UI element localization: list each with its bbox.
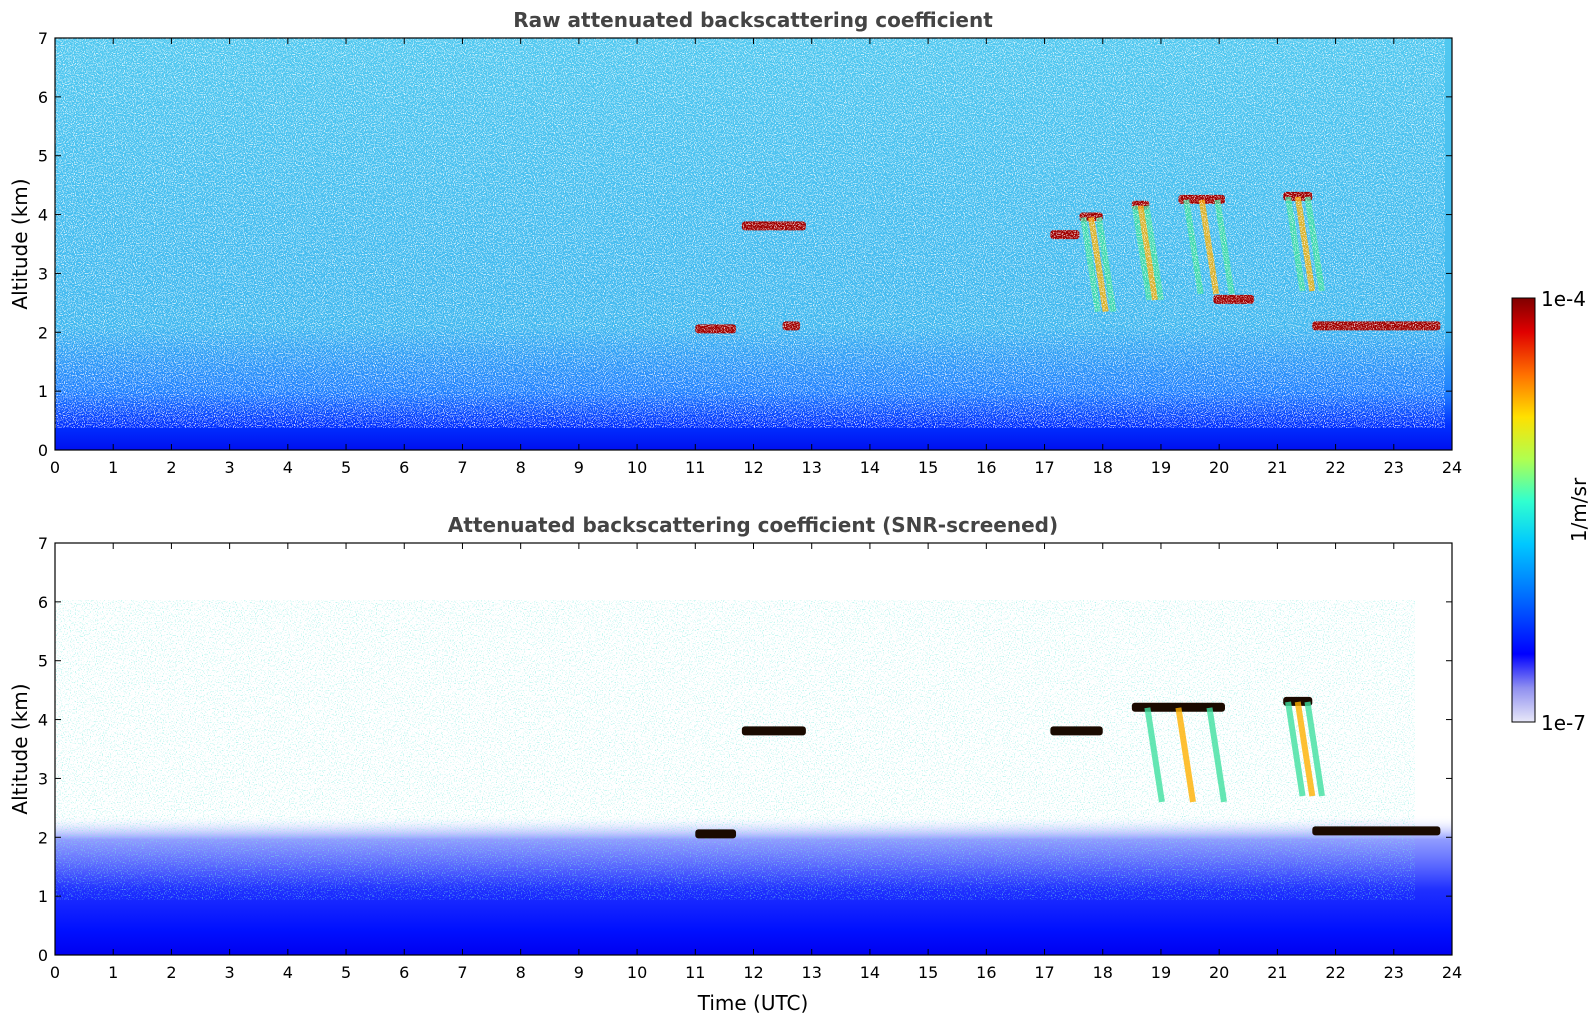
- y-tick-label: 5: [38, 652, 48, 671]
- chart-title-screened: Attenuated backscattering coefficient (S…: [448, 513, 1058, 537]
- x-tick-label: 12: [743, 458, 763, 477]
- axes-raw: 0 1 2 3 4 5 6 7 8 9 10 11 12 13 14 15 16 17 18 19 20 21 22 23 24…: [38, 29, 1462, 477]
- screened-backscatter-panel: 0 1 2 3 4 5 6 7 8 9 10 11 12 13 14 15 16 17 18 19 20 21 22 23 24…: [8, 513, 1462, 1015]
- x-tick-label: 5: [341, 963, 351, 982]
- fall-streak: [1175, 707, 1196, 803]
- x-tick-label: 10: [627, 458, 647, 477]
- x-tick-label: 15: [918, 963, 938, 982]
- axes-screened: 0 1 2 3 4 5 6 7 8 9 10 11 12 13 14 15 16 17 18 19 20 21 22 23 24…: [38, 534, 1462, 982]
- raw-noise-overlay: [55, 38, 1445, 428]
- x-tick-label: 21: [1267, 458, 1287, 477]
- x-tick-label: 18: [1093, 963, 1113, 982]
- cloud-layer-0: [741, 726, 806, 736]
- x-tick-label: 8: [516, 963, 526, 982]
- x-tick-label: 2: [166, 963, 176, 982]
- x-tick-label: 4: [283, 458, 293, 477]
- x-tick-label: 2: [166, 458, 176, 477]
- x-tick-label: 1: [108, 963, 118, 982]
- colorbar-max-label: 1e-4: [1541, 287, 1586, 311]
- x-tick-label: 7: [457, 458, 467, 477]
- x-tick-label: 1: [108, 458, 118, 477]
- x-tick-label: 18: [1093, 458, 1113, 477]
- cloud-layer-2: [1050, 726, 1103, 736]
- raw-backscatter-panel: 0 1 2 3 4 5 6 7 8 9 10 11 12 13 14 15 16 17 18 19 20 21 22 23 24…: [8, 8, 1462, 477]
- colorbar-unit-label: 1/m/sr: [1567, 477, 1591, 542]
- fall-streak: [1304, 701, 1325, 797]
- x-tick-label: 13: [802, 963, 822, 982]
- x-tick-label: 22: [1325, 458, 1345, 477]
- colorbar: 1e-4 1e-7 1/m/sr: [1511, 287, 1591, 735]
- y-tick-label: 0: [38, 946, 48, 965]
- y-tick-label: 1: [38, 887, 48, 906]
- y-tick-label: 6: [38, 593, 48, 612]
- x-tick-label: 6: [399, 963, 409, 982]
- x-tick-label: 23: [1384, 458, 1404, 477]
- cloud-layer-5: [1312, 826, 1441, 836]
- x-tick-label: 11: [685, 963, 705, 982]
- x-tick-label: 16: [976, 458, 996, 477]
- chart-title-raw: Raw attenuated backscattering coefficien…: [513, 8, 993, 32]
- x-tick-label: 19: [1151, 458, 1171, 477]
- y-axis-label-raw: Altitude (km): [8, 178, 32, 309]
- x-tick-label: 11: [685, 458, 705, 477]
- y-tick-label: 1: [38, 382, 48, 401]
- x-tick-label: 9: [574, 963, 584, 982]
- y-tick-label: 3: [38, 264, 48, 283]
- x-tick-label: 24: [1442, 963, 1462, 982]
- x-tick-label: 16: [976, 963, 996, 982]
- fall-streak: [1285, 701, 1306, 797]
- x-tick-label: 6: [399, 458, 409, 477]
- y-tick-label: 7: [38, 29, 48, 48]
- y-tick-label: 0: [38, 441, 48, 460]
- x-tick-label: 20: [1209, 458, 1229, 477]
- y-tick-label: 6: [38, 88, 48, 107]
- y-tick-label: 4: [38, 206, 48, 225]
- x-tick-label: 22: [1325, 963, 1345, 982]
- x-tick-label: 0: [50, 458, 60, 477]
- y-tick-label: 4: [38, 711, 48, 730]
- fall-streak: [1144, 707, 1165, 803]
- x-tick-label: 3: [225, 963, 235, 982]
- x-tick-label: 17: [1034, 963, 1054, 982]
- x-tick-label: 8: [516, 458, 526, 477]
- x-tick-label: 23: [1384, 963, 1404, 982]
- x-tick-label: 14: [860, 963, 880, 982]
- colorbar-min-label: 1e-7: [1541, 711, 1586, 735]
- y-tick-label: 5: [38, 147, 48, 166]
- fall-streak: [1294, 701, 1316, 797]
- y-tick-label: 3: [38, 769, 48, 788]
- x-tick-label: 15: [918, 458, 938, 477]
- colorbar-gradient: [1511, 297, 1536, 723]
- x-tick-label: 20: [1209, 963, 1229, 982]
- x-tick-label: 9: [574, 458, 584, 477]
- x-tick-label: 10: [627, 963, 647, 982]
- x-tick-label: 5: [341, 458, 351, 477]
- x-tick-label: 19: [1151, 963, 1171, 982]
- x-tick-label: 13: [802, 458, 822, 477]
- cloud-layer-1: [695, 829, 737, 839]
- y-axis-label-screened: Altitude (km): [8, 683, 32, 814]
- x-tick-label: 0: [50, 963, 60, 982]
- x-tick-label: 3: [225, 458, 235, 477]
- fall-streak: [1206, 707, 1227, 803]
- x-axis-label: Time (UTC): [697, 991, 809, 1015]
- x-tick-label: 21: [1267, 963, 1287, 982]
- x-tick-label: 12: [743, 963, 763, 982]
- cloud-layer-3: [1131, 702, 1225, 712]
- y-tick-label: 2: [38, 828, 48, 847]
- x-tick-label: 24: [1442, 458, 1462, 477]
- x-tick-label: 7: [457, 963, 467, 982]
- screened-features: [695, 696, 1441, 839]
- x-tick-label: 17: [1034, 458, 1054, 477]
- x-tick-label: 4: [283, 963, 293, 982]
- y-tick-label: 2: [38, 323, 48, 342]
- y-tick-label: 7: [38, 534, 48, 553]
- screened-sparse-dots: [55, 600, 1415, 900]
- x-tick-label: 14: [860, 458, 880, 477]
